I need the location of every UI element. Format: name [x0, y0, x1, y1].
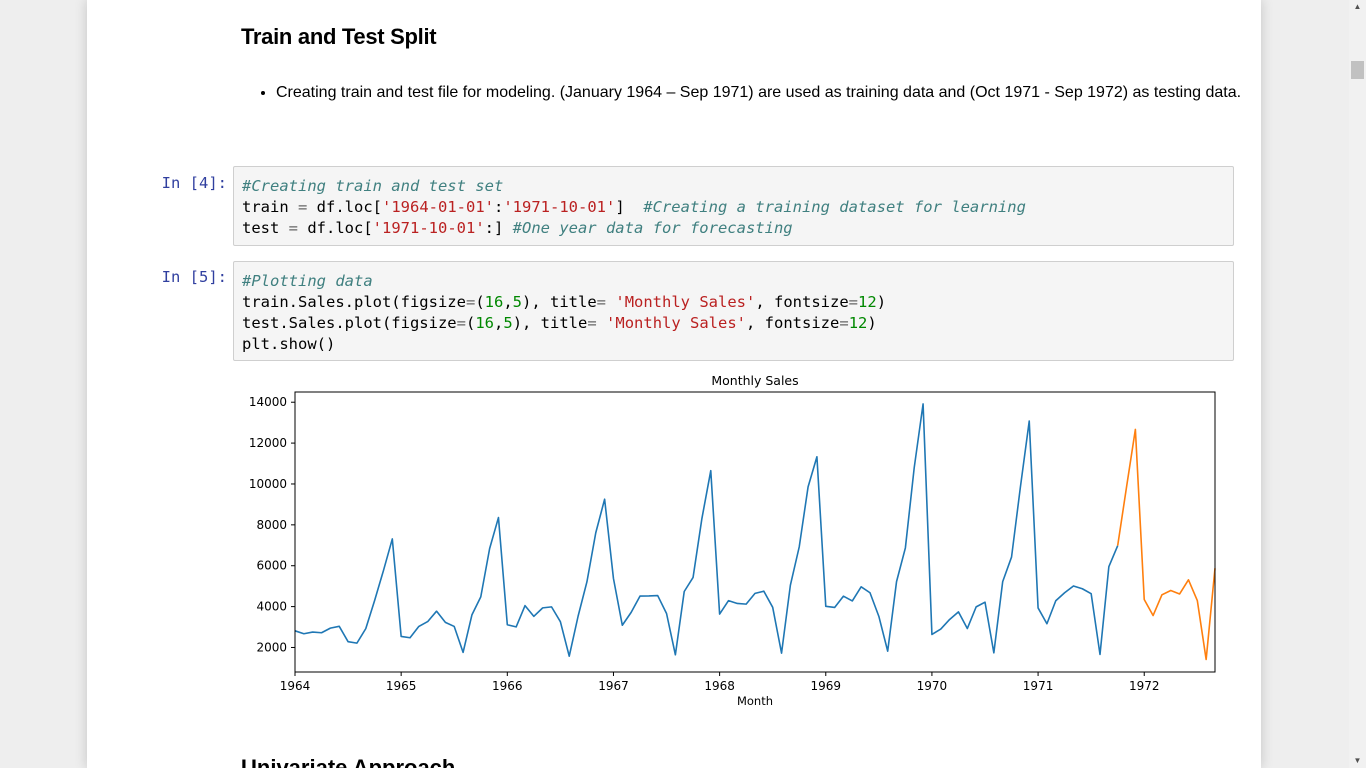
code-token: ,: [494, 314, 504, 332]
code-token: :: [493, 198, 504, 216]
scrollbar-thumb[interactable]: [1351, 61, 1364, 79]
code-line: #Creating train and test set: [242, 176, 1225, 197]
y-tick-label: 2000: [256, 640, 287, 654]
code-token: (: [475, 293, 485, 311]
x-tick-label: 1969: [810, 679, 841, 693]
code-line: test.Sales.plot(figsize=(16,5), title= '…: [242, 313, 1225, 334]
scroll-up-arrow-icon[interactable]: ▲: [1353, 2, 1362, 11]
code-line: train = df.loc['1964-01-01':'1971-10-01'…: [242, 197, 1225, 218]
vertical-scrollbar[interactable]: [1349, 0, 1366, 768]
code-token: (: [465, 314, 476, 332]
cell-prompt-5: In [5]:: [161, 268, 227, 286]
code-token: test: [242, 219, 289, 237]
code-token: 12: [858, 293, 877, 311]
cell-prompt-4: In [4]:: [161, 174, 227, 192]
code-token: =: [465, 293, 476, 311]
code-line: #Plotting data: [242, 271, 1225, 292]
code-token: =: [596, 293, 607, 311]
x-axis-label: Month: [737, 694, 773, 708]
x-tick-label: 1967: [598, 679, 629, 693]
code-line: test = df.loc['1971-10-01':] #One year d…: [242, 218, 1225, 239]
series-line-test: [1116, 428, 1216, 661]
code-token: ,: [503, 293, 513, 311]
y-tick-label: 8000: [256, 518, 287, 532]
code-token: '1971-10-01': [503, 198, 616, 216]
code-cell-4[interactable]: #Creating train and test set train = df.l…: [233, 166, 1234, 246]
code-token: :]: [484, 219, 513, 237]
code-token: [606, 293, 615, 311]
code-token: train.Sales.plot(figsize: [242, 293, 466, 311]
code-token: ), title: [522, 293, 597, 311]
x-tick-label: 1972: [1129, 679, 1160, 693]
scroll-down-arrow-icon[interactable]: ▼: [1353, 756, 1362, 765]
x-tick-label: 1964: [280, 679, 311, 693]
code-cell-5[interactable]: #Plotting data train.Sales.plot(figsize=(…: [233, 261, 1234, 361]
code-line: plt.show(): [242, 334, 1225, 355]
code-token: [597, 314, 606, 332]
code-token: df.loc[: [307, 198, 382, 216]
y-tick-label: 10000: [249, 477, 287, 491]
code-token: =: [848, 293, 859, 311]
notebook-page: Train and Test Split Creating train and …: [87, 0, 1261, 768]
code-token: #Plotting data: [242, 272, 373, 290]
code-token: ): [867, 314, 877, 332]
code-token: =: [587, 314, 597, 332]
code-token: #One year data for forecasting: [512, 219, 793, 237]
code-token: '1964-01-01': [382, 198, 494, 216]
code-token: 5: [503, 314, 513, 332]
code-token: =: [288, 219, 299, 237]
bullet-item: Creating train and test file for modelin…: [276, 80, 1261, 105]
code-token: 16: [475, 314, 494, 332]
plot-frame: [294, 391, 1216, 673]
code-token: 16: [484, 293, 504, 311]
bullet-list: Creating train and test file for modelin…: [241, 80, 1261, 105]
code-token: test.Sales.plot(figsize: [242, 314, 457, 332]
code-token: #Creating a training dataset for learnin…: [643, 198, 1026, 216]
code-token: ): [876, 293, 887, 311]
code-token: train: [242, 198, 298, 216]
code-token: ), title: [512, 314, 588, 332]
y-tick-label: 4000: [256, 600, 287, 614]
series-line-train: [294, 403, 1119, 658]
code-token: 'Monthly Sales': [606, 314, 747, 332]
code-token: plt.show(): [242, 335, 336, 353]
code-token: #Creating train and test set: [242, 177, 504, 195]
x-tick-label: 1965: [386, 679, 417, 693]
code-token: 5: [512, 293, 523, 311]
code-token: ]: [615, 198, 644, 216]
x-tick-label: 1968: [704, 679, 735, 693]
y-tick-label: 14000: [249, 395, 287, 409]
y-tick-label: 6000: [256, 559, 287, 573]
next-section-heading: Univariate Approach: [241, 755, 456, 768]
y-tick-label: 12000: [249, 436, 287, 450]
x-tick-label: 1966: [492, 679, 523, 693]
x-tick-label: 1971: [1023, 679, 1054, 693]
monthly-sales-chart: Monthly Sales 2000 4000 6000 8000 10000 12000 1…: [249, 373, 1216, 708]
code-token: 12: [848, 314, 868, 332]
code-token: 'Monthly Sales': [615, 293, 756, 311]
section-heading: Train and Test Split: [241, 24, 437, 49]
code-token: , fontsize: [746, 314, 840, 332]
x-tick-label: 1970: [917, 679, 948, 693]
code-token: =: [839, 314, 849, 332]
code-line: train.Sales.plot(figsize=(16,5), title= …: [242, 292, 1225, 313]
code-token: =: [456, 314, 466, 332]
code-token: , fontsize: [755, 293, 849, 311]
code-token: '1971-10-01': [372, 219, 485, 237]
chart-title: Monthly Sales: [711, 373, 798, 388]
code-token: =: [298, 198, 308, 216]
code-token: df.loc[: [298, 219, 373, 237]
